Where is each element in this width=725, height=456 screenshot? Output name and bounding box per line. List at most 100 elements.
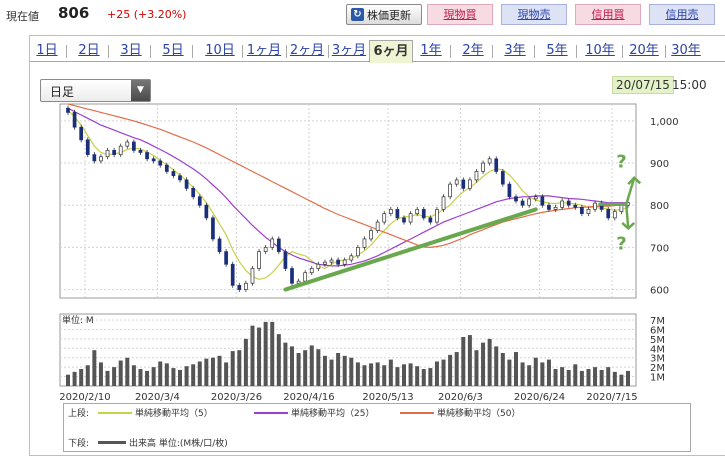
volume-bar (342, 355, 347, 386)
candle-body (356, 247, 360, 257)
volume-bar (309, 345, 314, 386)
candle-body (468, 179, 472, 189)
volume-bar (560, 367, 565, 386)
candle-body (99, 156, 103, 162)
volume-bar (500, 353, 505, 386)
volume-bar (612, 371, 617, 386)
candle-body (520, 200, 525, 206)
chart-time: 15:00 (672, 78, 707, 92)
volume-bar (402, 364, 406, 386)
volume-bar (349, 357, 354, 386)
candle-body (125, 141, 130, 147)
volume-bar (158, 361, 163, 386)
legend-volume: 出来高 単位:(M株/口/枚) (98, 436, 228, 449)
candle-body (283, 251, 288, 269)
tab-separator (576, 45, 577, 58)
candle-body (184, 179, 189, 189)
legend-ma50-label: 単純移動平均（50） (437, 409, 521, 419)
candle-body (230, 263, 235, 286)
candle-body (66, 107, 70, 113)
volume-bar (290, 346, 294, 386)
volume-bar (599, 369, 604, 386)
volume-bar (375, 362, 380, 386)
price-tick-label: 700 (650, 243, 669, 254)
volume-bar (204, 358, 209, 386)
candle-body (382, 213, 387, 223)
candle-body (342, 259, 347, 265)
candle-body (514, 196, 518, 202)
spot-sell-button[interactable]: 現物売 (501, 4, 567, 25)
volume-tick-label: 4M (650, 344, 665, 355)
tab-10y[interactable]: 10年 (585, 43, 615, 58)
tab-2y[interactable]: 2年 (462, 43, 484, 58)
volume-tick-label: 3M (650, 354, 665, 365)
volume-bar (507, 359, 512, 386)
candle-body (257, 251, 261, 269)
tab-3y[interactable]: 3年 (504, 43, 526, 58)
candle-body (547, 204, 551, 210)
tab-separator (450, 45, 451, 58)
candle-body (336, 259, 340, 265)
candle-body (244, 282, 248, 290)
x-tick-label: 2020/4/16 (283, 392, 334, 402)
price-tick-label: 900 (650, 159, 669, 170)
tab-2d[interactable]: 2日 (78, 43, 100, 58)
candle-body (303, 272, 308, 282)
candle-body (158, 160, 163, 166)
volume-bar (606, 367, 611, 386)
volume-bar (566, 369, 571, 386)
candle-body (197, 196, 202, 206)
volume-bar (217, 355, 222, 386)
tab-30y[interactable]: 30年 (671, 43, 701, 58)
candle-type-select[interactable]: 日足 ▼ (40, 79, 151, 102)
legend-volume-swatch (98, 441, 126, 444)
refresh-price-button[interactable]: ↻ 株価更新 (346, 4, 422, 25)
candle-body (566, 200, 571, 206)
candle-body (309, 268, 314, 274)
volume-bar (382, 365, 387, 386)
up-arrowhead-annotation (627, 176, 642, 185)
margin-sell-button[interactable]: 信用売 (649, 4, 715, 25)
volume-bar (283, 342, 288, 386)
tab-separator (534, 45, 535, 58)
tab-5y[interactable]: 5年 (546, 43, 568, 58)
tab-20y[interactable]: 20年 (629, 43, 659, 58)
tab-3d[interactable]: 3日 (120, 43, 142, 58)
tab-separator (192, 45, 193, 58)
volume-bar (481, 342, 486, 386)
candle-body (171, 171, 176, 177)
down-arrowhead-annotation (621, 222, 636, 231)
legend-ma25-swatch (254, 411, 288, 414)
candle-body (349, 255, 354, 261)
candle-body (593, 202, 597, 210)
volume-bar (434, 361, 439, 386)
spot-buy-button[interactable]: 現物買 (427, 4, 493, 25)
candle-body (145, 152, 149, 160)
tab-6m[interactable]: 6ヶ月 (369, 40, 413, 63)
tab-separator (286, 45, 287, 58)
chart-panel: 1日 2日 3日 5日 10日 1ヶ月 2ヶ月 3ヶ月 6ヶ月 1年 2年 3年… (29, 35, 725, 456)
margin-buy-button[interactable]: 信用買 (575, 4, 641, 25)
current-price-label: 現在値 (6, 10, 39, 23)
candle-body (527, 198, 532, 206)
candle-body (494, 158, 499, 172)
volume-bar (237, 350, 242, 386)
tab-10d[interactable]: 10日 (205, 43, 235, 58)
volume-tick-label: 5M (650, 335, 665, 346)
tab-1y[interactable]: 1年 (420, 43, 442, 58)
candle-body (79, 126, 84, 141)
tab-separator (665, 45, 666, 58)
tab-1m[interactable]: 1ヶ月 (246, 43, 282, 58)
price-tick-label: 1,000 (650, 117, 679, 128)
volume-bar (138, 369, 143, 386)
refresh-price-label: 株価更新 (367, 8, 411, 22)
x-tick-label: 2020/6/3 (438, 392, 483, 402)
tab-5d[interactable]: 5日 (162, 43, 184, 58)
volume-bar (421, 369, 426, 386)
tab-2m[interactable]: 2ヶ月 (289, 43, 325, 58)
candle-body (164, 164, 169, 172)
tab-1d[interactable]: 1日 (36, 43, 58, 58)
candle-body (369, 230, 373, 240)
candle-body (204, 204, 209, 219)
tab-3m[interactable]: 3ヶ月 (331, 43, 367, 58)
